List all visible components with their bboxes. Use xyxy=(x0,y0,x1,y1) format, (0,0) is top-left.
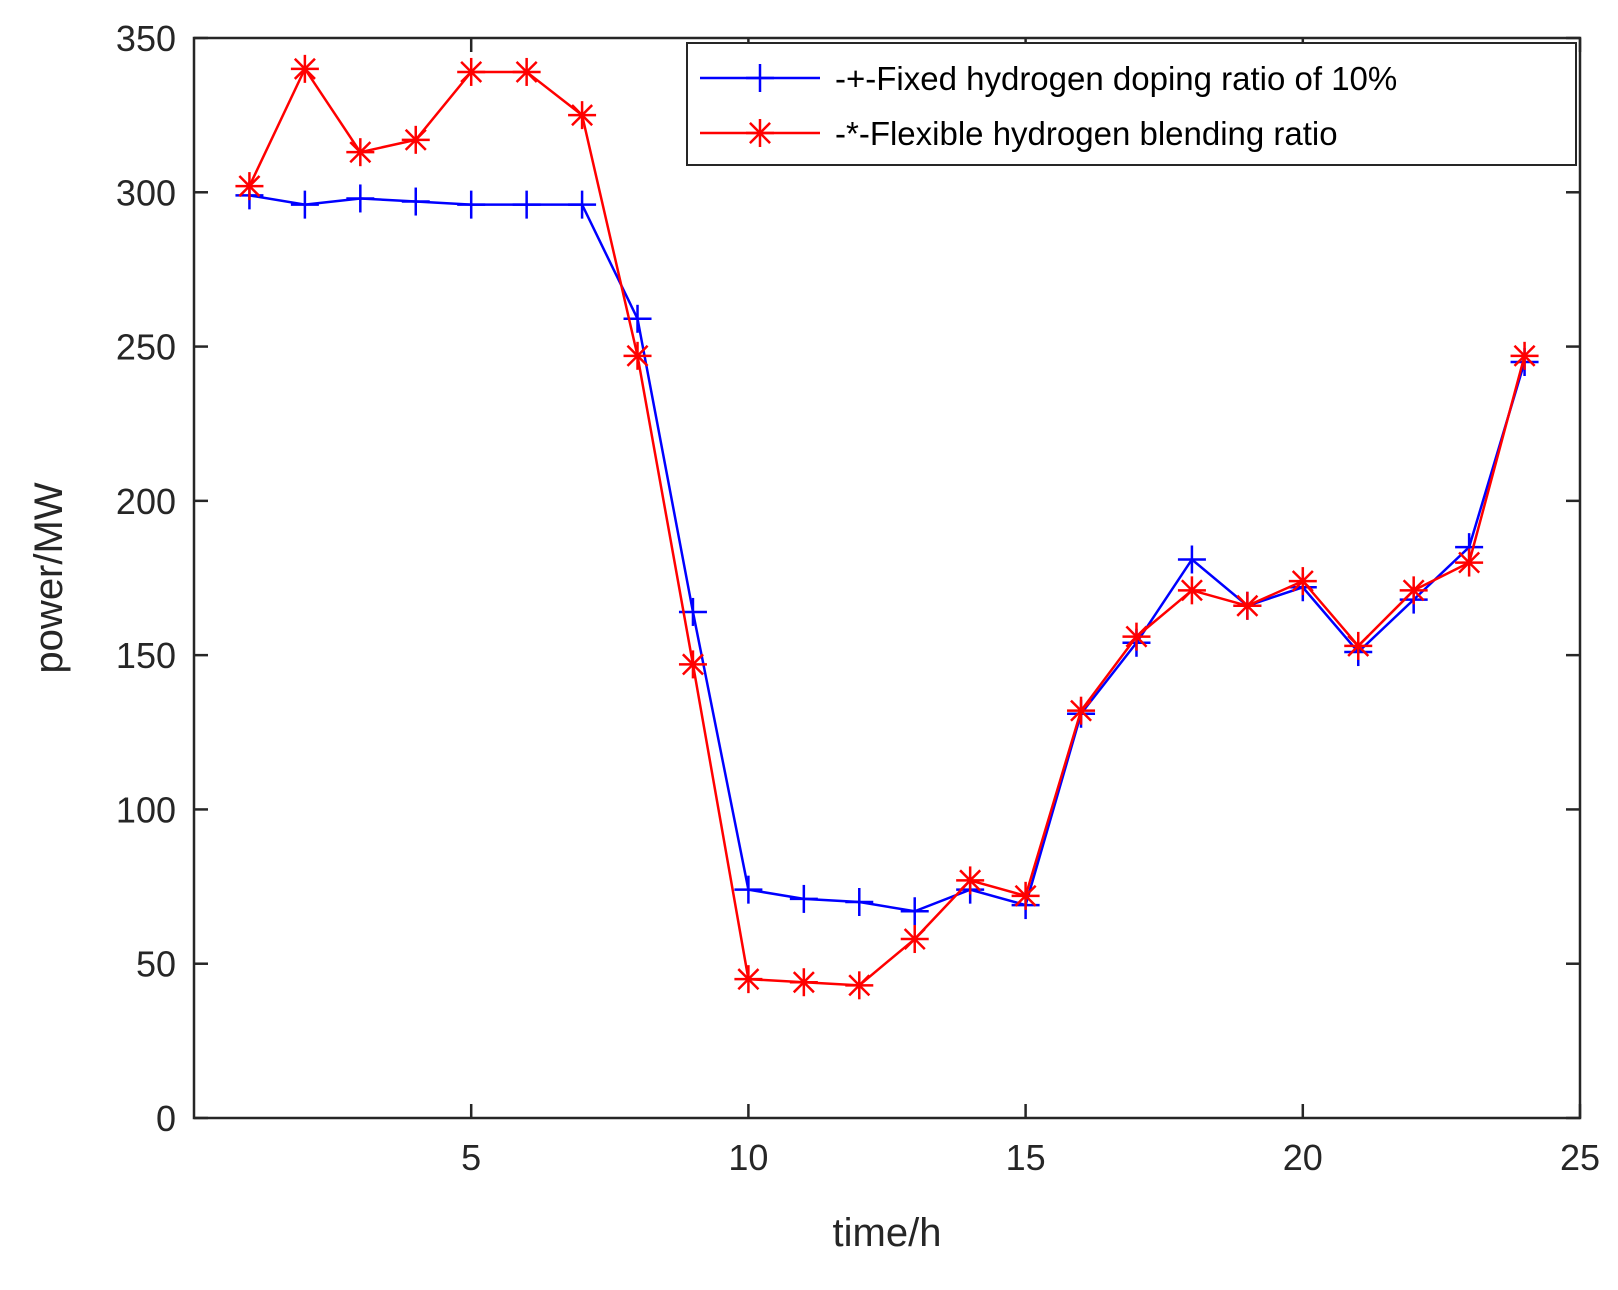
legend-box xyxy=(686,42,1577,166)
x-tick-label: 5 xyxy=(461,1137,481,1178)
y-tick-label: 250 xyxy=(116,327,176,368)
data-point xyxy=(900,897,929,926)
y-tick-label: 350 xyxy=(116,18,176,59)
legend-label: -*-Flexible hydrogen blending ratio xyxy=(835,115,1338,152)
data-point xyxy=(1122,622,1151,651)
data-point xyxy=(235,172,264,201)
x-tick-label: 20 xyxy=(1283,1137,1323,1178)
series-line xyxy=(249,194,1526,913)
series-layer xyxy=(235,54,1539,1000)
data-point xyxy=(734,875,763,904)
series-line xyxy=(248,66,1526,987)
x-tick-label: 10 xyxy=(728,1137,768,1178)
data-point xyxy=(1455,548,1484,577)
y-tick-label: 100 xyxy=(116,789,176,830)
legend-entry-1: -+-Fixed hydrogen doping ratio of 10% xyxy=(700,60,1397,97)
legend-entry-2: -*-Flexible hydrogen blending ratio xyxy=(700,115,1338,152)
data-point xyxy=(789,968,818,997)
data-point xyxy=(1288,567,1317,596)
series-1 xyxy=(235,181,1539,926)
plot-area-frame xyxy=(192,36,1582,1120)
data-point xyxy=(401,125,430,154)
data-point xyxy=(734,965,763,994)
data-point xyxy=(346,138,375,167)
y-tick-label: 0 xyxy=(156,1098,176,1139)
y-tick-label: 200 xyxy=(116,481,176,522)
data-point xyxy=(346,184,375,213)
x-tick-label: 25 xyxy=(1560,1137,1600,1178)
data-point xyxy=(789,884,818,913)
data-point xyxy=(1011,881,1040,910)
series-2 xyxy=(235,54,1539,1000)
data-point xyxy=(678,650,707,679)
data-point xyxy=(1344,631,1373,660)
data-point xyxy=(568,190,597,219)
x-tick-label: 15 xyxy=(1006,1137,1046,1178)
legend-label: -+-Fixed hydrogen doping ratio of 10% xyxy=(835,60,1397,97)
data-point xyxy=(512,190,541,219)
data-point xyxy=(845,888,874,916)
data-point xyxy=(1067,696,1096,725)
data-point xyxy=(401,187,430,216)
data-point xyxy=(457,190,486,219)
y-tick-label: 50 xyxy=(136,944,176,985)
data-point xyxy=(845,971,874,1000)
data-point xyxy=(900,925,929,954)
data-point xyxy=(1177,545,1206,574)
data-point xyxy=(956,866,985,895)
data-point xyxy=(512,57,541,86)
data-point xyxy=(1510,341,1539,370)
data-point xyxy=(1177,576,1206,605)
data-point xyxy=(457,57,486,86)
y-axis-label: power/MW xyxy=(27,482,71,673)
y-tick-label: 150 xyxy=(116,635,176,676)
data-point xyxy=(568,101,597,130)
y-tick-label: 300 xyxy=(116,172,176,213)
x-axis-label: time/h xyxy=(833,1211,942,1255)
legend: -+-Fixed hydrogen doping ratio of 10% -*-… xyxy=(686,42,1577,166)
data-point xyxy=(1399,576,1428,605)
data-point xyxy=(290,54,319,83)
data-point xyxy=(290,190,319,219)
data-point xyxy=(623,341,652,370)
data-point xyxy=(1233,591,1262,620)
